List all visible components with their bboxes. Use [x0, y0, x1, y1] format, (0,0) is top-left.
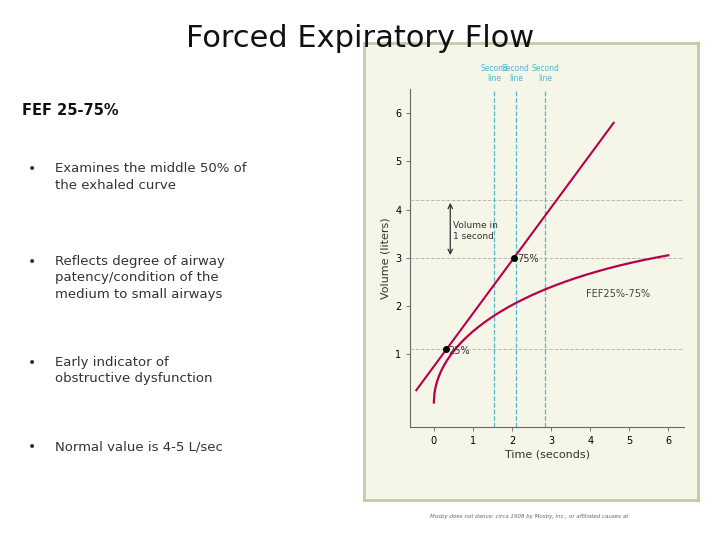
Text: Examines the middle 50% of
the exhaled curve: Examines the middle 50% of the exhaled c…: [55, 162, 246, 192]
Text: •: •: [28, 440, 37, 454]
Text: FEF25%-75%: FEF25%-75%: [586, 289, 650, 299]
Text: •: •: [28, 356, 37, 370]
Y-axis label: Volume (liters): Volume (liters): [381, 217, 391, 299]
Text: Reflects degree of airway
patency/condition of the
medium to small airways: Reflects degree of airway patency/condit…: [55, 255, 225, 301]
Text: Second
line: Second line: [502, 64, 530, 83]
X-axis label: Time (seconds): Time (seconds): [505, 450, 590, 460]
Text: •: •: [28, 162, 37, 176]
Text: Early indicator of
obstructive dysfunction: Early indicator of obstructive dysfuncti…: [55, 356, 212, 386]
Text: Second
line: Second line: [531, 64, 559, 83]
Text: Forced Expiratory Flow: Forced Expiratory Flow: [186, 24, 534, 53]
Text: •: •: [28, 255, 37, 269]
Text: FEF 25-75%: FEF 25-75%: [22, 103, 118, 118]
Text: Mosby does not dance: circa 1908 by Mosby, Inc., or affiliated causes at: Mosby does not dance: circa 1908 by Mosb…: [430, 514, 629, 519]
Text: 75%: 75%: [517, 254, 539, 264]
Text: Second
line: Second line: [480, 64, 508, 83]
Text: 25%: 25%: [449, 346, 470, 356]
Text: Normal value is 4-5 L/sec: Normal value is 4-5 L/sec: [55, 440, 222, 453]
Text: Volume in
1 second: Volume in 1 second: [453, 221, 498, 241]
